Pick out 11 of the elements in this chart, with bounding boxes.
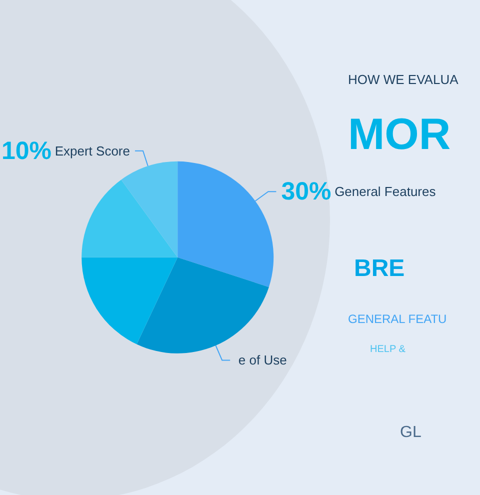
text: MOR bbox=[348, 110, 451, 160]
slice-label: General Features bbox=[334, 184, 436, 200]
text: BRE bbox=[354, 255, 405, 283]
slice-label: Expert Score bbox=[54, 143, 130, 158]
slice-label: e of Use bbox=[238, 352, 287, 368]
data-label: 30% bbox=[281, 178, 332, 206]
text: GENERAL FEATU bbox=[348, 312, 447, 326]
text: HOW WE EVALUA bbox=[348, 72, 458, 87]
text: HELP & bbox=[370, 344, 406, 355]
data-label: 10% bbox=[1, 136, 52, 165]
text: GL bbox=[400, 424, 422, 442]
